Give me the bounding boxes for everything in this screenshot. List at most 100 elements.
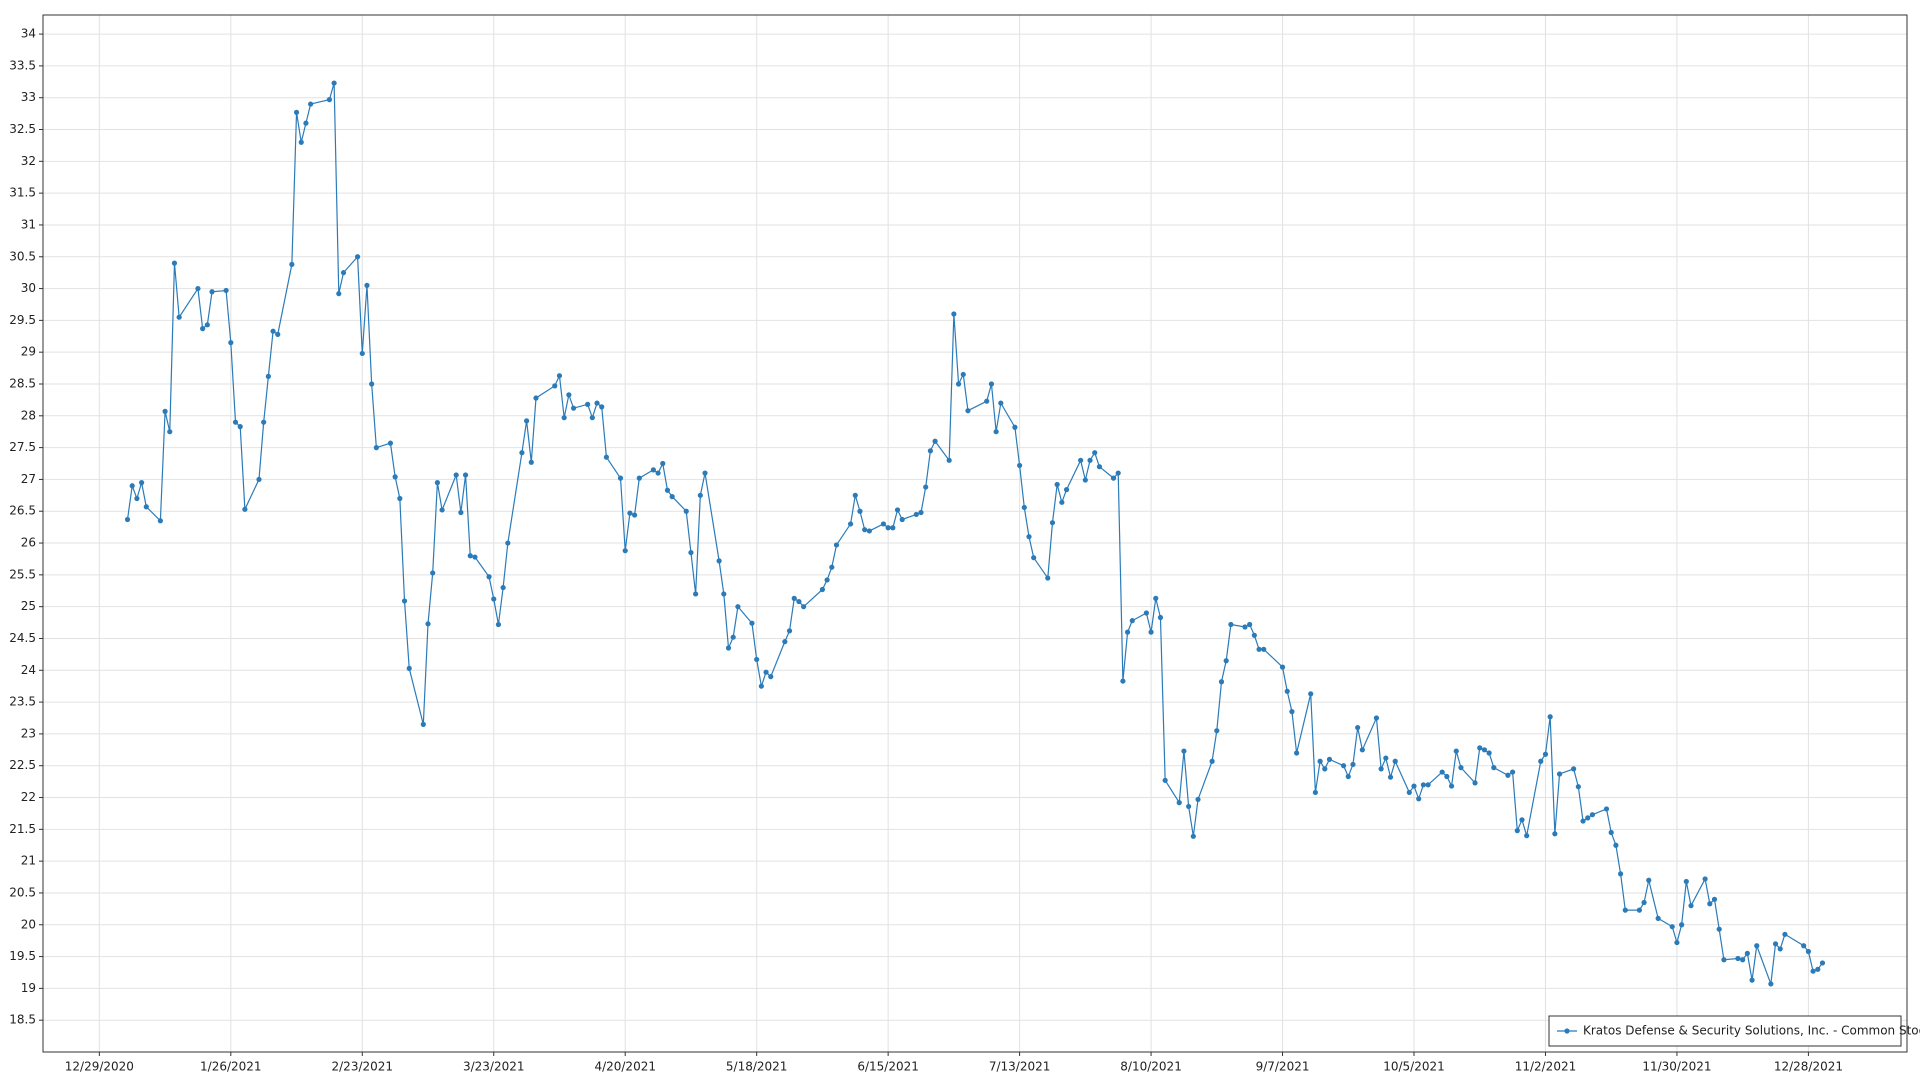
plot-frame — [42, 14, 1908, 1053]
data-point — [1326, 756, 1333, 762]
data-point — [308, 101, 314, 107]
data-point — [293, 109, 300, 115]
data-point — [1312, 789, 1319, 796]
data-point — [1383, 755, 1389, 761]
data-point — [1190, 833, 1196, 839]
data-point — [1674, 939, 1680, 946]
data-point — [439, 507, 445, 513]
data-point — [1749, 977, 1755, 983]
data-point — [857, 508, 863, 514]
data-point — [387, 440, 394, 446]
data-point — [303, 120, 309, 126]
data-point — [660, 460, 666, 467]
data-point — [1021, 504, 1027, 511]
data-point — [289, 261, 295, 267]
y-tick-label: 23.5 — [9, 695, 36, 709]
data-point — [1679, 922, 1685, 928]
y-tick-label: 19.5 — [9, 949, 36, 963]
data-point — [1505, 772, 1511, 778]
y-tick-label: 27 — [21, 472, 36, 486]
y-tick-label: 32 — [21, 154, 36, 168]
y-tick-label: 30 — [21, 281, 36, 295]
data-point — [960, 371, 966, 378]
data-point — [1209, 758, 1215, 764]
y-tick-label: 24 — [21, 663, 36, 677]
data-point — [1017, 462, 1023, 469]
data-point — [1608, 829, 1614, 836]
data-point — [472, 554, 478, 560]
data-point — [1129, 618, 1135, 624]
data-point — [1655, 915, 1661, 921]
data-point — [890, 525, 896, 531]
data-point — [261, 419, 267, 425]
data-point — [176, 314, 182, 320]
x-tick-label: 8/10/2021 — [1120, 1060, 1182, 1074]
data-point — [636, 475, 642, 481]
data-point — [1392, 758, 1398, 764]
data-point — [1613, 842, 1619, 848]
data-point — [354, 254, 361, 260]
data-point — [392, 474, 398, 480]
data-point — [955, 381, 962, 387]
data-point — [1740, 957, 1746, 963]
data-point — [1702, 876, 1708, 882]
y-tick-label: 20.5 — [9, 885, 36, 899]
y-tick-label: 26 — [21, 536, 36, 550]
data-point — [716, 558, 722, 564]
data-point — [369, 381, 375, 387]
data-point — [1683, 878, 1689, 885]
data-point — [1322, 766, 1328, 772]
data-point — [1491, 765, 1497, 771]
data-point — [134, 495, 140, 502]
y-tick-label: 22.5 — [9, 758, 36, 772]
data-point — [430, 570, 436, 576]
data-point — [566, 392, 572, 398]
y-tick-label: 21.5 — [9, 822, 36, 836]
x-tick-label: 5/18/2021 — [726, 1060, 788, 1074]
data-point — [1556, 771, 1563, 777]
data-point — [491, 596, 497, 602]
data-point — [627, 510, 633, 516]
data-point — [1195, 796, 1201, 803]
x-tick-label: 9/7/2021 — [1256, 1060, 1310, 1074]
data-point — [1754, 943, 1760, 949]
data-point — [1063, 487, 1070, 493]
data-point — [622, 548, 628, 554]
data-point — [1711, 896, 1718, 902]
data-point — [796, 598, 802, 605]
data-point — [364, 282, 370, 288]
data-point — [1669, 924, 1675, 930]
data-point — [749, 620, 755, 626]
data-point — [519, 450, 525, 456]
data-point — [500, 584, 506, 591]
data-point — [533, 395, 539, 401]
data-point — [129, 483, 135, 489]
data-point — [1153, 595, 1159, 601]
data-point — [1603, 806, 1610, 812]
y-tick-label: 26.5 — [9, 504, 36, 518]
data-point — [242, 506, 248, 512]
data-point — [721, 591, 727, 597]
data-point — [1510, 769, 1516, 775]
data-point — [683, 508, 689, 514]
data-point — [754, 656, 760, 663]
data-point — [453, 472, 459, 478]
data-point — [1688, 903, 1694, 909]
data-point — [932, 438, 938, 444]
data-point — [1247, 621, 1253, 628]
x-tick-label: 10/5/2021 — [1383, 1060, 1445, 1074]
data-point — [340, 270, 347, 276]
data-point — [1580, 818, 1586, 824]
data-point — [603, 454, 610, 460]
data-point — [1256, 646, 1262, 652]
y-tick-label: 31 — [21, 217, 36, 231]
data-point — [688, 549, 694, 556]
data-point — [204, 322, 210, 328]
data-point — [336, 291, 342, 297]
data-point — [965, 408, 971, 414]
data-point — [1279, 664, 1286, 670]
data-point — [228, 340, 234, 346]
data-point — [1744, 950, 1750, 956]
data-point — [359, 350, 365, 357]
data-point — [1453, 748, 1459, 754]
